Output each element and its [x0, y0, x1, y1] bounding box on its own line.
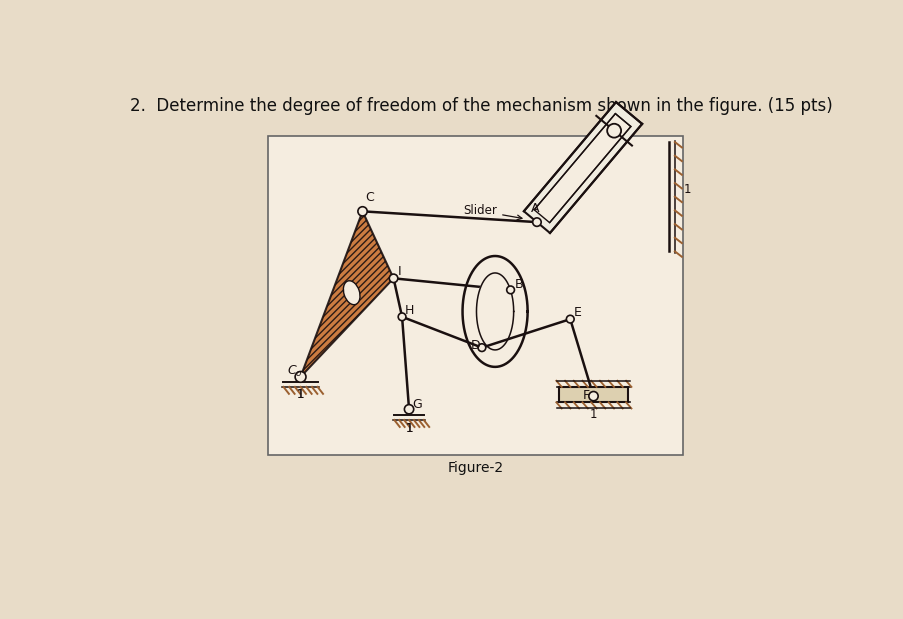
Text: B: B	[515, 277, 523, 290]
Bar	[267, 136, 682, 456]
Text: $C_o$: $C_o$	[287, 363, 303, 379]
Text: D: D	[470, 339, 480, 352]
Text: A: A	[530, 202, 538, 215]
Circle shape	[294, 371, 305, 383]
Text: F: F	[582, 389, 589, 402]
Text: H: H	[405, 304, 414, 317]
Text: C: C	[365, 191, 373, 204]
Circle shape	[397, 313, 405, 321]
Circle shape	[404, 405, 414, 414]
Circle shape	[607, 124, 620, 137]
Text: G: G	[412, 397, 422, 410]
Text: E: E	[573, 306, 582, 319]
Text: 1: 1	[589, 408, 597, 421]
Circle shape	[478, 344, 485, 352]
Circle shape	[532, 218, 541, 227]
Text: 1: 1	[683, 183, 690, 196]
Polygon shape	[300, 211, 393, 377]
Text: 1: 1	[405, 422, 413, 435]
Text: 2.  Determine the degree of freedom of the mechanism shown in the figure. (15 pt: 2. Determine the degree of freedom of th…	[130, 97, 832, 115]
Ellipse shape	[343, 281, 359, 305]
Circle shape	[588, 392, 598, 400]
Text: 1: 1	[405, 422, 413, 435]
Polygon shape	[523, 102, 641, 233]
Text: Figure-2: Figure-2	[447, 461, 503, 475]
Circle shape	[566, 315, 573, 323]
Bar	[558, 387, 628, 402]
Circle shape	[507, 286, 514, 294]
Text: 1: 1	[296, 389, 304, 402]
Circle shape	[358, 207, 367, 216]
Text: I: I	[397, 266, 401, 279]
Text: 1: 1	[296, 389, 304, 402]
Circle shape	[389, 274, 397, 282]
Polygon shape	[476, 273, 513, 350]
Polygon shape	[534, 114, 630, 223]
Text: Slider: Slider	[463, 204, 521, 220]
